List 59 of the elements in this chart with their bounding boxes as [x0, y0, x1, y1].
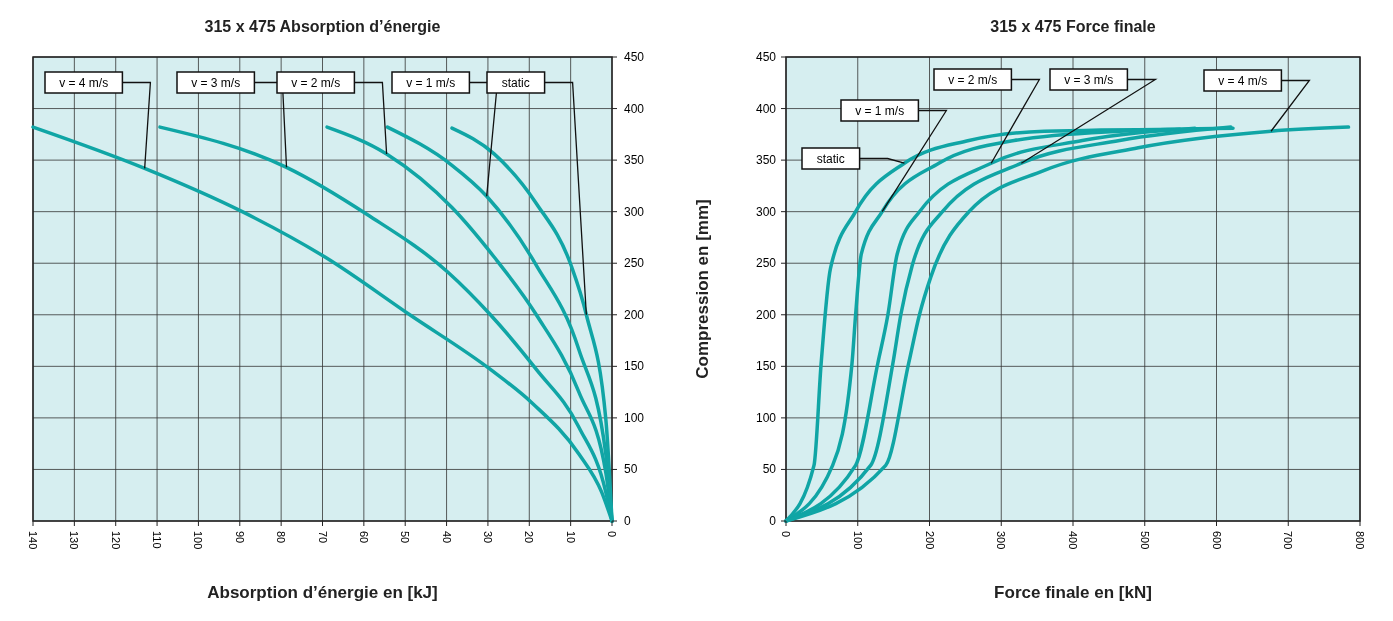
y-tick-label: 250 — [624, 256, 645, 271]
text: v = 3 m/s — [1064, 72, 1114, 87]
y-tick-label: 400 — [755, 101, 777, 116]
x-tick-label: 50 — [399, 531, 412, 544]
x-tick-label: 0 — [606, 531, 618, 538]
text: static — [816, 151, 845, 166]
text: static — [501, 75, 530, 90]
y-tick-label: 200 — [624, 307, 645, 322]
text: v = 3 m/s — [191, 75, 241, 90]
text: v = 1 m/s — [406, 75, 456, 90]
y-tick-label: 250 — [755, 256, 777, 271]
x-tick-label: 300 — [995, 531, 1008, 550]
chart-title: 315 x 475 Absorption d’énergie — [204, 18, 441, 35]
y-tick-label: 400 — [624, 101, 645, 116]
y-tick-label: 0 — [769, 514, 777, 528]
text: v = 1 m/s — [855, 103, 905, 118]
x-tick-label: 80 — [275, 531, 288, 544]
x-tick-label: 100 — [192, 531, 205, 550]
x-tick-label: 40 — [440, 531, 453, 544]
x-tick-label: 500 — [1138, 531, 1151, 550]
y-tick-label: 300 — [755, 204, 777, 219]
x-tick-label: 10 — [564, 531, 577, 544]
x-axis-title: Absorption d’énergie en [kJ] — [207, 583, 438, 602]
y-tick-label: 50 — [762, 462, 777, 477]
x-axis-title: Force finale en [kN] — [994, 583, 1152, 602]
y-tick-label: 450 — [755, 50, 777, 64]
y-tick-label: 100 — [755, 410, 777, 425]
text: v = 4 m/s — [59, 75, 109, 90]
y-tick-label: 200 — [755, 307, 777, 322]
y-tick-label: 150 — [755, 359, 777, 374]
x-tick-label: 400 — [1067, 531, 1079, 550]
y-tick-label: 350 — [755, 153, 777, 168]
y-tick-label: 150 — [624, 359, 645, 374]
x-tick-label: 200 — [923, 531, 936, 550]
x-tick-label: 100 — [851, 531, 864, 550]
y-axis-title: Compression en [mm] — [693, 199, 712, 379]
text: v = 2 m/s — [291, 75, 341, 90]
y-tick-label: 450 — [624, 50, 645, 64]
x-tick-label: 70 — [316, 531, 329, 544]
y-tick-label: 0 — [624, 514, 631, 528]
chart-title: 315 x 475 Force finale — [990, 18, 1156, 35]
x-tick-label: 120 — [109, 531, 122, 550]
y-tick-label: 350 — [624, 153, 645, 168]
x-tick-label: 0 — [780, 531, 792, 538]
x-tick-label: 90 — [233, 531, 246, 544]
y-tick-label: 50 — [624, 462, 638, 477]
x-tick-label: 30 — [481, 531, 494, 544]
x-tick-label: 20 — [523, 531, 536, 544]
text: v = 4 m/s — [1218, 73, 1268, 88]
x-tick-label: 130 — [68, 531, 81, 550]
x-tick-label: 700 — [1282, 531, 1295, 550]
y-tick-label: 100 — [624, 410, 645, 425]
x-tick-label: 140 — [27, 531, 39, 550]
x-tick-label: 110 — [151, 531, 164, 549]
x-tick-label: 600 — [1210, 531, 1223, 550]
y-tick-label: 300 — [624, 204, 645, 219]
text: v = 2 m/s — [948, 72, 998, 87]
x-tick-label: 800 — [1354, 531, 1366, 550]
x-tick-label: 60 — [357, 531, 370, 544]
